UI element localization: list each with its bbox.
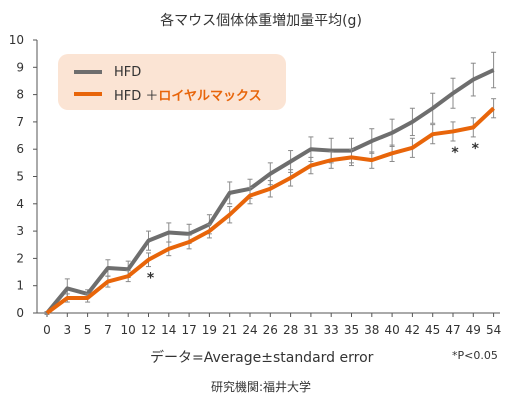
x-tick-label: 49 bbox=[466, 323, 481, 337]
chart-title: 各マウス個体体重増加量平均(g) bbox=[160, 13, 362, 29]
x-tick-label: 21 bbox=[222, 323, 237, 337]
x-tick-label: 3 bbox=[63, 323, 71, 337]
x-tick-label: 33 bbox=[324, 323, 339, 337]
significance-mark: * bbox=[147, 271, 155, 287]
x-tick-label: 28 bbox=[283, 323, 298, 337]
y-tick-label: 9 bbox=[16, 60, 24, 74]
legend: HFD HFD ＋ ロイヤルマックス bbox=[58, 54, 286, 110]
x-tick-labels: 0 3 5 7 10 12 14 17 19 21 24 26 28 31 33 35 38 40 42 45 47 49… bbox=[43, 313, 501, 337]
x-tick-label: 38 bbox=[364, 323, 379, 337]
series-1 bbox=[44, 98, 497, 315]
y-tick-label: 5 bbox=[16, 170, 24, 184]
x-tick-label: 47 bbox=[445, 323, 460, 337]
y-tick-label: 3 bbox=[16, 224, 24, 238]
footnote: データ=Average±standard error bbox=[150, 350, 374, 366]
y-tick-label: 0 bbox=[16, 306, 24, 320]
y-tick-labels: 0 1 2 3 4 5 6 7 8 9 10 bbox=[9, 33, 37, 320]
y-tick-label: 10 bbox=[9, 33, 24, 47]
series-layer bbox=[44, 51, 497, 315]
legend-label-hfd: HFD bbox=[114, 64, 142, 80]
x-tick-label: 42 bbox=[405, 323, 420, 337]
significance-mark: * bbox=[472, 141, 480, 157]
x-tick-label: 12 bbox=[141, 323, 156, 337]
legend-swatch-hfd bbox=[74, 70, 102, 74]
x-tick-label: 45 bbox=[425, 323, 440, 337]
x-tick-label: 54 bbox=[486, 323, 501, 337]
x-tick-label: 19 bbox=[202, 323, 217, 337]
significance-mark: * bbox=[451, 145, 459, 161]
x-tick-label: 7 bbox=[104, 323, 112, 337]
legend-item-hfd-royalmax: HFD ＋ ロイヤルマックス bbox=[74, 84, 262, 104]
y-tick-label: 4 bbox=[16, 197, 24, 211]
x-tick-label: 26 bbox=[263, 323, 278, 337]
legend-label-hfd-plus: HFD ＋ bbox=[114, 88, 159, 104]
x-tick-label: 5 bbox=[84, 323, 92, 337]
y-tick-label: 6 bbox=[16, 142, 24, 156]
legend-label-royalmax: ロイヤルマックス bbox=[158, 88, 262, 104]
legend-item-hfd: HFD bbox=[74, 62, 141, 82]
y-tick-label: 1 bbox=[16, 279, 24, 293]
series-line bbox=[45, 68, 495, 315]
y-tick-label: 7 bbox=[16, 115, 24, 129]
series-line bbox=[45, 106, 495, 315]
x-tick-label: 31 bbox=[303, 323, 318, 337]
significance-marks: * * * bbox=[147, 141, 480, 287]
legend-swatch-hfd-royalmax bbox=[74, 92, 102, 96]
x-tick-label: 40 bbox=[384, 323, 399, 337]
x-tick-label: 10 bbox=[121, 323, 136, 337]
x-tick-label: 0 bbox=[43, 323, 51, 337]
x-tick-label: 24 bbox=[242, 323, 257, 337]
source-note: 研究機関:福井大学 bbox=[210, 380, 312, 394]
x-tick-label: 17 bbox=[181, 323, 196, 337]
pvalue-note: *P<0.05 bbox=[452, 349, 498, 362]
y-tick-label: 2 bbox=[16, 251, 24, 265]
x-tick-label: 14 bbox=[161, 323, 176, 337]
x-tick-label: 35 bbox=[344, 323, 359, 337]
y-tick-label: 8 bbox=[16, 88, 24, 102]
